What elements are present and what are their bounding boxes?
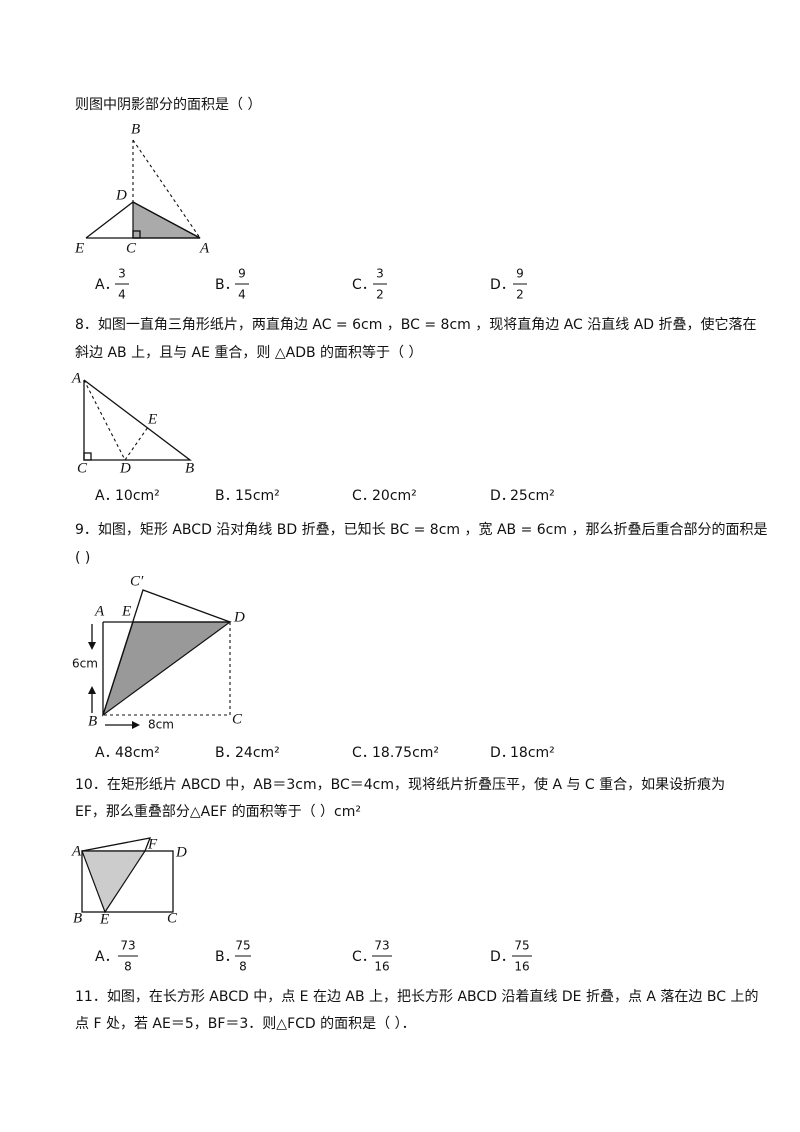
option-letter: C．	[352, 949, 376, 965]
question-text: 则图中阴影部分的面积是（ ）	[75, 97, 261, 113]
label: C′	[130, 573, 144, 589]
question-text: 9．如图，矩形 ABCD 沿对角线 BD 折叠，已知长 BC = 8cm ，宽 …	[75, 521, 767, 538]
label: E	[99, 911, 109, 927]
denominator: 2	[376, 288, 384, 302]
numerator: 3	[118, 267, 126, 281]
numerator: 9	[516, 267, 524, 281]
option-letter: D．	[490, 745, 515, 761]
option-text: 10cm²	[115, 488, 160, 504]
question-text: 11．如图，在长方形 ABCD 中，点 E 在边 AB 上，把长方形 ABCD …	[75, 988, 758, 1005]
arrow	[132, 721, 140, 729]
triangle	[83, 379, 192, 461]
right-angle	[132, 230, 141, 239]
question-text: EF，那么重叠部分△AEF 的面积等于（ ）cm²	[75, 803, 361, 820]
option-letter: B．	[215, 745, 239, 761]
option-letter: D．	[490, 488, 515, 504]
options: A． 48cm² B． 24cm² C． 18.75cm² D． 18cm²	[95, 745, 555, 761]
option-letter: D．	[490, 277, 515, 293]
label: E	[121, 603, 131, 619]
denominator: 16	[374, 960, 389, 974]
dashed-line	[132, 139, 201, 239]
option-letter: B．	[215, 277, 239, 293]
option-text: 18cm²	[510, 745, 555, 761]
arrow	[88, 642, 96, 650]
denominator: 8	[239, 960, 247, 974]
option-letter: C．	[352, 745, 376, 761]
option-letter: B．	[215, 488, 239, 504]
label: C	[77, 460, 88, 476]
label: C	[167, 910, 178, 926]
label: D	[233, 609, 245, 625]
numerator: 73	[120, 939, 135, 953]
label: A	[94, 603, 105, 619]
dimension-label: 8cm	[148, 718, 174, 732]
label: D	[119, 460, 131, 476]
option-text: 18.75cm²	[372, 745, 439, 761]
question-text: 点 F 处，若 AE＝5，BF＝3．则△FCD 的面积是（ ）．	[75, 1016, 416, 1032]
option-text: 15cm²	[235, 488, 280, 504]
question-text: ( )	[75, 550, 90, 566]
option-text: 20cm²	[372, 488, 417, 504]
question-text: 斜边 AB 上，且与 AE 重合，则 △ADB 的面积等于（ ）	[75, 344, 422, 361]
numerator: 75	[514, 939, 529, 953]
label: E	[74, 240, 84, 256]
label: B	[131, 121, 140, 137]
option-letter: A．	[95, 488, 119, 504]
label: A	[71, 843, 82, 859]
shaded-region	[81, 850, 147, 914]
label: B	[73, 910, 82, 926]
denominator: 8	[124, 960, 132, 974]
dashed-line	[103, 622, 231, 716]
dimension-label: 6cm	[72, 657, 98, 671]
option-letter: B．	[215, 949, 239, 965]
numerator: 9	[238, 267, 246, 281]
denominator: 2	[516, 288, 524, 302]
label: E	[147, 411, 157, 427]
numerator: 3	[376, 267, 384, 281]
denominator: 4	[238, 288, 246, 302]
figure: C′ A E D 6cm B 8cm C	[72, 573, 245, 731]
label: D	[175, 844, 187, 860]
label: A	[71, 370, 82, 386]
label: C	[232, 711, 243, 727]
option-letter: A．	[95, 949, 119, 965]
option-text: 48cm²	[115, 745, 160, 761]
option-letter: A．	[95, 277, 119, 293]
question-text: 8．如图一直角三角形纸片，两直角边 AC = 6cm ，BC = 8cm ，现将…	[75, 316, 757, 333]
figure: A E C D B	[71, 370, 194, 476]
label: B	[88, 713, 97, 729]
figure: B D E C A	[74, 121, 210, 256]
right-angle	[83, 452, 92, 461]
label: C	[126, 240, 137, 256]
label: A	[199, 240, 210, 256]
options: A． 3 4 B． 9 4 C． 3 2 D． 9 2	[95, 267, 527, 302]
label: D	[115, 187, 127, 203]
option-text: 25cm²	[510, 488, 555, 504]
option-letter: C．	[352, 277, 376, 293]
denominator: 16	[514, 960, 529, 974]
question-text: 10．在矩形纸片 ABCD 中，AB＝3cm，BC＝4cm，现将纸片折叠压平，使…	[75, 776, 725, 793]
label: F	[147, 836, 158, 852]
figure: A F D B E C	[71, 836, 187, 927]
option-letter: A．	[95, 745, 119, 761]
options: A． 10cm² B． 15cm² C． 20cm² D． 25cm²	[95, 488, 555, 504]
numerator: 75	[235, 939, 250, 953]
folded-edge	[102, 589, 231, 716]
label: B	[185, 460, 194, 476]
denominator: 4	[118, 288, 126, 302]
arrow	[88, 686, 96, 694]
triangle	[85, 201, 201, 239]
option-letter: D．	[490, 949, 515, 965]
options: A． 73 8 B． 75 8 C． 73 16 D． 75 16	[95, 939, 532, 974]
option-letter: C．	[352, 488, 376, 504]
numerator: 73	[374, 939, 389, 953]
dashed-line	[83, 379, 149, 462]
option-text: 24cm²	[235, 745, 280, 761]
folded-edge	[81, 837, 152, 852]
